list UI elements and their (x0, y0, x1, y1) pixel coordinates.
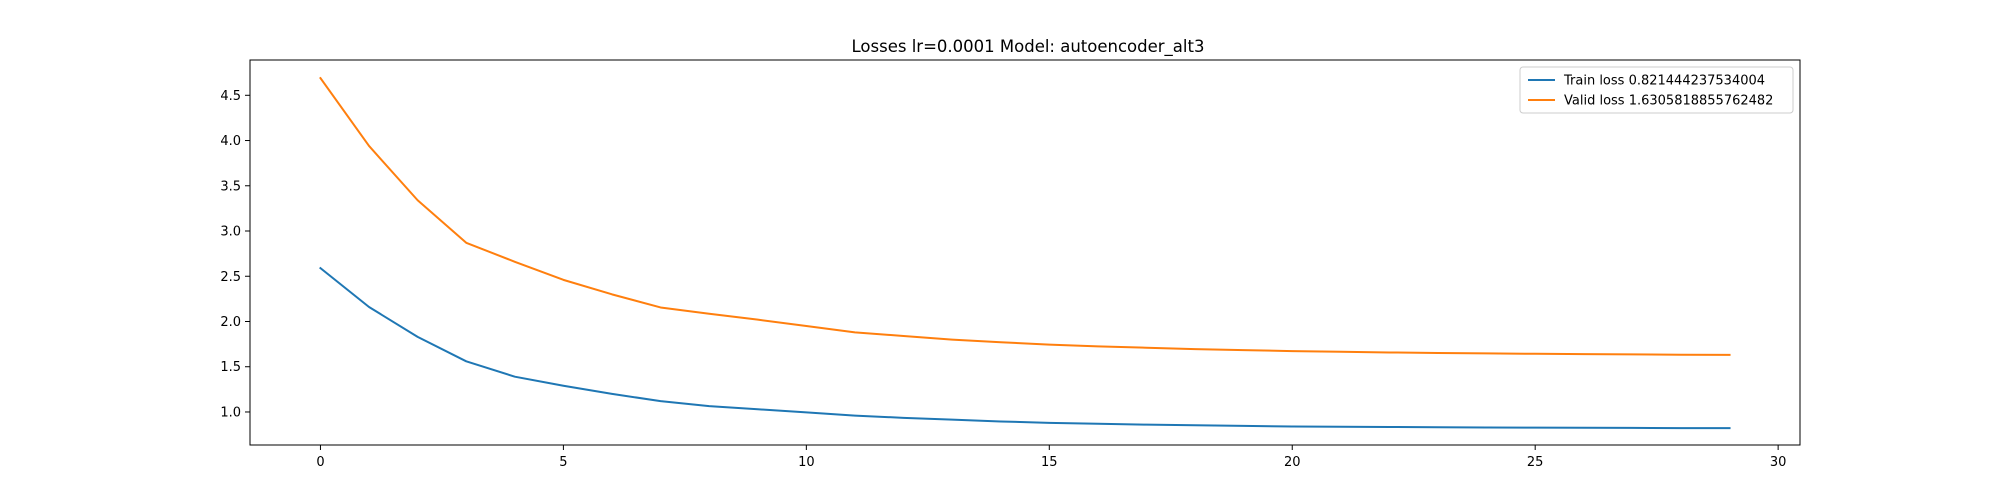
y-tick-label: 3.5 (220, 179, 241, 194)
x-tick-label: 25 (1527, 455, 1544, 470)
chart-title: Losses lr=0.0001 Model: autoencoder_alt3 (852, 37, 1205, 57)
y-tick-label: 4.0 (220, 134, 241, 149)
legend-train-label: Train loss 0.821444237534004 (1563, 74, 1765, 89)
x-tick-label: 15 (1041, 455, 1058, 470)
x-tick-label: 30 (1770, 455, 1787, 470)
x-tick-label: 20 (1284, 455, 1301, 470)
legend-box (1519, 66, 1794, 114)
train-loss-line (319, 266, 1731, 430)
legend: Train loss 0.821444237534004 Valid loss 1… (1519, 66, 1794, 114)
y-tick-label: 2.0 (220, 315, 241, 330)
x-tick-label: 0 (316, 455, 324, 470)
legend-valid-label: Valid loss 1.6305818855762482 (1564, 94, 1773, 109)
x-tick-label: 10 (798, 455, 815, 470)
axes-layer: 0 5 10 15 20 25 30 1.0 1.5 2.0 2.5 3.0 3.5 4.0 4.5 (220, 89, 1786, 470)
x-tick-label: 5 (559, 455, 567, 470)
valid-loss-line (319, 76, 1731, 356)
y-tick-label: 4.5 (220, 89, 241, 104)
y-tick-label: 3.0 (220, 225, 241, 240)
y-tick-label: 1.0 (220, 405, 241, 420)
plot-frame (249, 59, 1801, 446)
series-layer (319, 76, 1731, 430)
y-tick-label: 1.5 (220, 360, 241, 375)
y-tick-label: 2.5 (220, 270, 241, 285)
